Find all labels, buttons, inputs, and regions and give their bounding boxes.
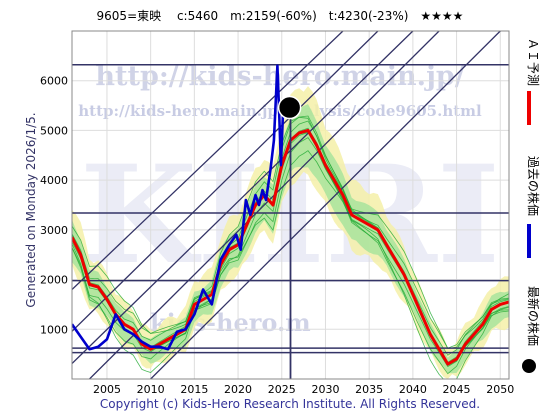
series-past-price-line — [72, 64, 291, 351]
trend-line-2 — [150, 31, 501, 379]
x-tick-label-9: 2050 — [486, 383, 514, 396]
trend-line-4 — [72, 31, 344, 290]
trend-line-0 — [72, 31, 414, 365]
x-tick-label-8: 2045 — [443, 383, 471, 396]
y-tick-label-0: 1000 — [40, 323, 68, 336]
legend: ＡＩ予測 過去の株価 最新の株価 — [522, 38, 541, 373]
latest-marker-layer — [277, 95, 302, 379]
y-tick-label-5: 6000 — [40, 75, 68, 88]
legend-label-ai-forecast: ＡＩ予測 — [526, 38, 540, 86]
y-tick-label-2: 3000 — [40, 224, 68, 237]
latest-price-dot — [277, 95, 302, 120]
chart-title: 9605=東映 c:5460 m:2159(-60%) t:4230(-23%)… — [97, 9, 464, 23]
x-tick-label-6: 2035 — [355, 383, 383, 396]
legend-item-ai-forecast: ＡＩ予測 — [526, 38, 540, 125]
y-tick-label-3: 4000 — [40, 174, 68, 187]
y-tick-label-1: 2000 — [40, 274, 68, 287]
x-tick-label-0: 2005 — [93, 383, 121, 396]
generated-label: Generated on Monday 2026/1/5. — [24, 112, 38, 307]
x-tick-label-1: 2010 — [137, 383, 165, 396]
legend-label-latest-price: 最新の株価 — [526, 286, 541, 346]
legend-item-past-price: 過去の株価 — [526, 156, 541, 258]
x-tick-label-5: 2030 — [311, 383, 339, 396]
legend-swatch-latest-price — [522, 359, 536, 373]
trend-line-1 — [89, 31, 440, 379]
copyright-text: Copyright (c) Kids-Hero Research Institu… — [100, 397, 480, 411]
x-tick-label-7: 2040 — [399, 383, 427, 396]
x-tick-label-3: 2020 — [224, 383, 252, 396]
tick-labels: 2005 2010 2015 2020 2025 2030 2035 2040 2045 2050… — [40, 75, 514, 396]
plot-frame — [71, 30, 510, 380]
y-tick-label-4: 5000 — [40, 124, 68, 137]
legend-label-past-price: 過去の株価 — [526, 156, 541, 216]
trend-lines — [72, 31, 501, 379]
trend-line-3 — [72, 31, 379, 332]
legend-item-latest-price: 最新の株価 — [522, 286, 541, 373]
x-tick-label-4: 2025 — [268, 383, 296, 396]
x-tick-label-2: 2015 — [180, 383, 208, 396]
